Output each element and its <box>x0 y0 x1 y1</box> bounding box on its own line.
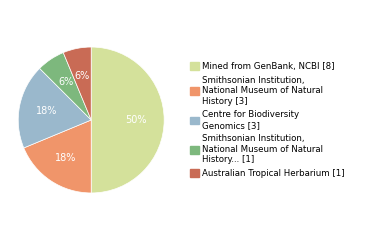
Wedge shape <box>24 120 91 193</box>
Legend: Mined from GenBank, NCBI [8], Smithsonian Institution,
National Museum of Natura: Mined from GenBank, NCBI [8], Smithsonia… <box>190 62 345 178</box>
Text: 6%: 6% <box>59 77 74 87</box>
Text: 6%: 6% <box>75 71 90 81</box>
Wedge shape <box>40 53 91 120</box>
Wedge shape <box>18 68 91 148</box>
Wedge shape <box>63 47 91 120</box>
Text: 50%: 50% <box>126 115 147 125</box>
Wedge shape <box>91 47 164 193</box>
Text: 18%: 18% <box>36 106 57 116</box>
Text: 18%: 18% <box>55 153 77 163</box>
